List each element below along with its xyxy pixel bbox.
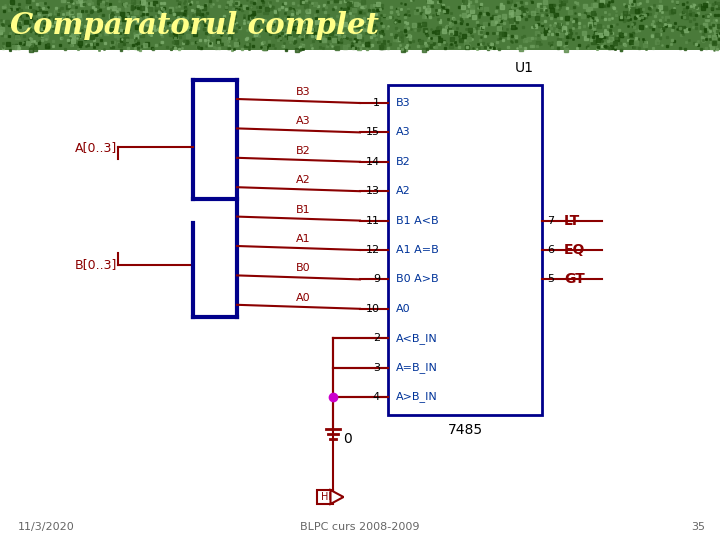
Text: 12: 12: [366, 245, 380, 255]
Text: B3: B3: [396, 98, 410, 108]
Text: A2: A2: [296, 175, 311, 185]
Bar: [388, 85, 542, 415]
Text: 6: 6: [547, 245, 554, 255]
Text: Comparatorul complet: Comparatorul complet: [10, 10, 379, 39]
Text: B2: B2: [396, 157, 410, 167]
Text: 2: 2: [373, 333, 380, 343]
Text: B0 A>B: B0 A>B: [396, 274, 438, 285]
Text: B2: B2: [296, 146, 311, 156]
Text: B[0..3]: B[0..3]: [75, 258, 117, 271]
Text: A0: A0: [296, 293, 311, 303]
Text: U1: U1: [515, 61, 534, 75]
Text: A2: A2: [396, 186, 410, 196]
Text: 11/3/2020: 11/3/2020: [18, 522, 75, 532]
Text: 7: 7: [547, 215, 554, 226]
Text: 35: 35: [691, 522, 705, 532]
Text: 14: 14: [366, 157, 380, 167]
Polygon shape: [330, 490, 343, 504]
Text: 0: 0: [343, 432, 352, 446]
Text: 5: 5: [547, 274, 554, 285]
Text: B0: B0: [296, 264, 311, 273]
Text: A1: A1: [296, 234, 311, 244]
Text: 15: 15: [366, 127, 380, 137]
Text: 9: 9: [373, 274, 380, 285]
Text: A=B_IN: A=B_IN: [396, 362, 438, 373]
Text: A[0..3]: A[0..3]: [75, 140, 117, 153]
Text: A0: A0: [396, 304, 410, 314]
Text: 11: 11: [366, 215, 380, 226]
Text: 4: 4: [373, 392, 380, 402]
Text: EQ: EQ: [564, 243, 585, 257]
Text: LT: LT: [564, 214, 580, 227]
Text: A3: A3: [396, 127, 410, 137]
Text: BLPC curs 2008-2009: BLPC curs 2008-2009: [300, 522, 420, 532]
Text: A3: A3: [296, 117, 311, 126]
Text: A1 A=B: A1 A=B: [396, 245, 438, 255]
Text: 1: 1: [373, 98, 380, 108]
Text: 13: 13: [366, 186, 380, 196]
Text: B1: B1: [296, 205, 311, 214]
Text: A>B_IN: A>B_IN: [396, 392, 438, 402]
Bar: [317, 490, 333, 504]
Bar: [0, 0, 720, 50]
Text: HI: HI: [322, 492, 332, 502]
Text: B1 A<B: B1 A<B: [396, 215, 438, 226]
Text: A<B_IN: A<B_IN: [396, 333, 438, 343]
Text: B3: B3: [296, 87, 311, 97]
Text: 3: 3: [373, 362, 380, 373]
Text: GT: GT: [564, 272, 585, 286]
Text: 10: 10: [366, 304, 380, 314]
Text: 7485: 7485: [447, 423, 482, 437]
